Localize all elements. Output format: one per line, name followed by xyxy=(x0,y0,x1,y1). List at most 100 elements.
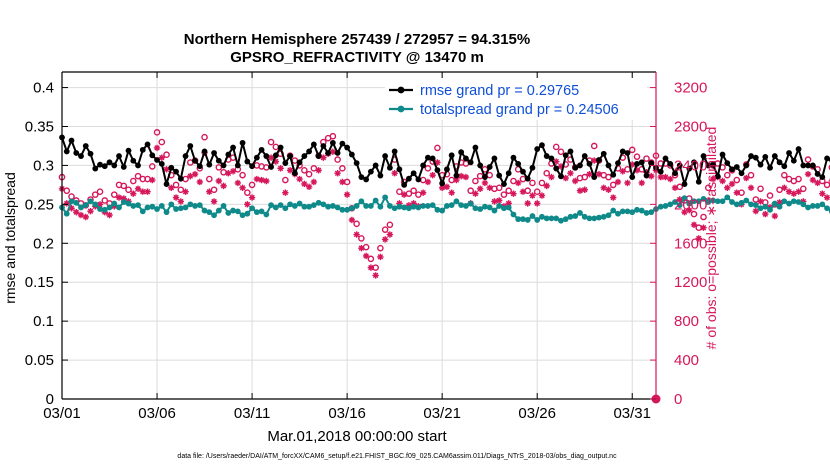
obs-assimilated-marker xyxy=(814,179,821,187)
obs-possible-marker xyxy=(381,226,389,233)
series-point-rmse xyxy=(738,170,745,177)
obs-assimilated-marker xyxy=(562,174,569,182)
obs-assimilated-marker xyxy=(115,194,123,201)
series-point-spread xyxy=(168,201,175,208)
y-right-tick-label: 1200 xyxy=(674,274,707,291)
series-point-rmse xyxy=(643,172,650,179)
obs-assimilated-marker xyxy=(282,189,289,196)
series-point-spread xyxy=(691,198,697,205)
series-point-spread xyxy=(87,198,94,205)
obs-possible-marker xyxy=(386,221,394,229)
series-point-rmse xyxy=(667,160,674,167)
obs-assimilated-marker xyxy=(158,154,165,161)
series-point-rmse xyxy=(705,162,712,169)
obs-assimilated-marker xyxy=(572,177,579,185)
series-point-spread xyxy=(695,198,702,205)
series-point-rmse xyxy=(634,160,640,167)
obs-possible-marker xyxy=(377,244,384,252)
series-point-spread xyxy=(382,194,389,201)
series-point-rmse xyxy=(501,181,507,188)
series-point-spread xyxy=(291,203,298,209)
series-point-rmse xyxy=(505,170,512,177)
series-point-rmse xyxy=(610,171,617,178)
series-point-rmse xyxy=(714,173,721,180)
obs-assimilated-marker xyxy=(310,178,318,186)
obs-assimilated-marker xyxy=(305,183,313,191)
series-point-rmse xyxy=(548,155,555,162)
series-point-spread xyxy=(149,203,156,210)
obs-assimilated-marker xyxy=(391,170,398,177)
series-point-spread xyxy=(415,204,422,211)
series-point-spread xyxy=(505,204,512,211)
obs-assimilated-marker xyxy=(486,184,493,192)
series-point-spread xyxy=(539,213,545,220)
series-point-rmse xyxy=(187,143,194,149)
series-point-spread xyxy=(135,202,141,209)
series-point-spread xyxy=(230,207,236,214)
x-tick-label: 03/16 xyxy=(328,405,366,422)
series-point-spread xyxy=(358,198,365,205)
series-point-spread xyxy=(272,204,279,211)
chart-title-line1: Northern Hemisphere 257439 / 272957 = 94… xyxy=(184,31,530,48)
obs-possible-marker xyxy=(339,165,346,172)
series-point-spread xyxy=(301,203,308,210)
series-point-spread xyxy=(543,215,550,222)
obs-possible-marker xyxy=(781,171,788,179)
series-point-spread xyxy=(401,204,408,211)
series-point-spread xyxy=(106,204,113,211)
obs-assimilated-marker xyxy=(339,178,346,186)
obs-possible-marker xyxy=(134,172,142,180)
series-point-spread xyxy=(567,213,574,220)
obs-assimilated-marker xyxy=(367,264,375,271)
obs-possible-marker xyxy=(362,243,370,251)
obs-assimilated-marker xyxy=(410,200,417,207)
y-left-tick-label: 0.05 xyxy=(25,352,54,369)
obs-possible-marker xyxy=(148,163,156,170)
series-point-spread xyxy=(277,202,284,209)
series-point-rmse xyxy=(306,148,313,155)
obs-possible-marker xyxy=(158,138,166,146)
series-point-rmse xyxy=(586,160,593,167)
series-point-rmse xyxy=(249,163,255,170)
series-point-rmse xyxy=(291,170,298,177)
series-point-spread xyxy=(748,201,754,208)
obs-assimilated-marker xyxy=(149,176,156,184)
series-point-spread xyxy=(534,217,541,223)
obs-possible-marker xyxy=(120,182,128,190)
series-point-rmse xyxy=(120,164,127,170)
series-point-rmse xyxy=(657,168,664,175)
series-point-rmse xyxy=(73,150,80,156)
series-point-spread xyxy=(325,203,332,210)
series-point-spread xyxy=(809,203,816,209)
series-point-rmse xyxy=(320,143,327,149)
series-point-spread xyxy=(310,202,317,209)
series-point-rmse xyxy=(472,144,479,151)
obs-assimilated-marker xyxy=(719,177,726,185)
series-point-spread xyxy=(287,201,293,208)
series-point-rmse xyxy=(310,141,317,148)
obs-assimilated-marker xyxy=(771,212,778,220)
obs-possible-marker xyxy=(353,220,360,228)
obs-assimilated-marker xyxy=(210,198,218,205)
series-point-spread xyxy=(234,208,241,215)
obs-assimilated-marker xyxy=(286,167,294,174)
obs-assimilated-marker xyxy=(667,175,674,183)
obs-possible-marker xyxy=(704,184,712,192)
series-point-rmse xyxy=(144,141,151,148)
series-point-rmse xyxy=(211,150,217,156)
obs-possible-marker xyxy=(795,175,802,183)
series-point-rmse xyxy=(367,168,374,175)
series-point-spread xyxy=(786,200,792,207)
series-point-rmse xyxy=(263,153,270,159)
series-point-spread xyxy=(187,201,194,208)
obs-assimilated-marker xyxy=(548,173,555,181)
series-point-spread xyxy=(353,203,360,209)
series-point-spread xyxy=(805,204,811,211)
obs-assimilated-marker xyxy=(134,185,142,192)
obs-possible-marker xyxy=(581,173,589,181)
obs-possible-marker xyxy=(628,146,636,154)
y-right-tick-label: 2800 xyxy=(674,119,707,136)
obs-assimilated-marker xyxy=(130,190,137,197)
series-point-spread xyxy=(496,203,503,209)
